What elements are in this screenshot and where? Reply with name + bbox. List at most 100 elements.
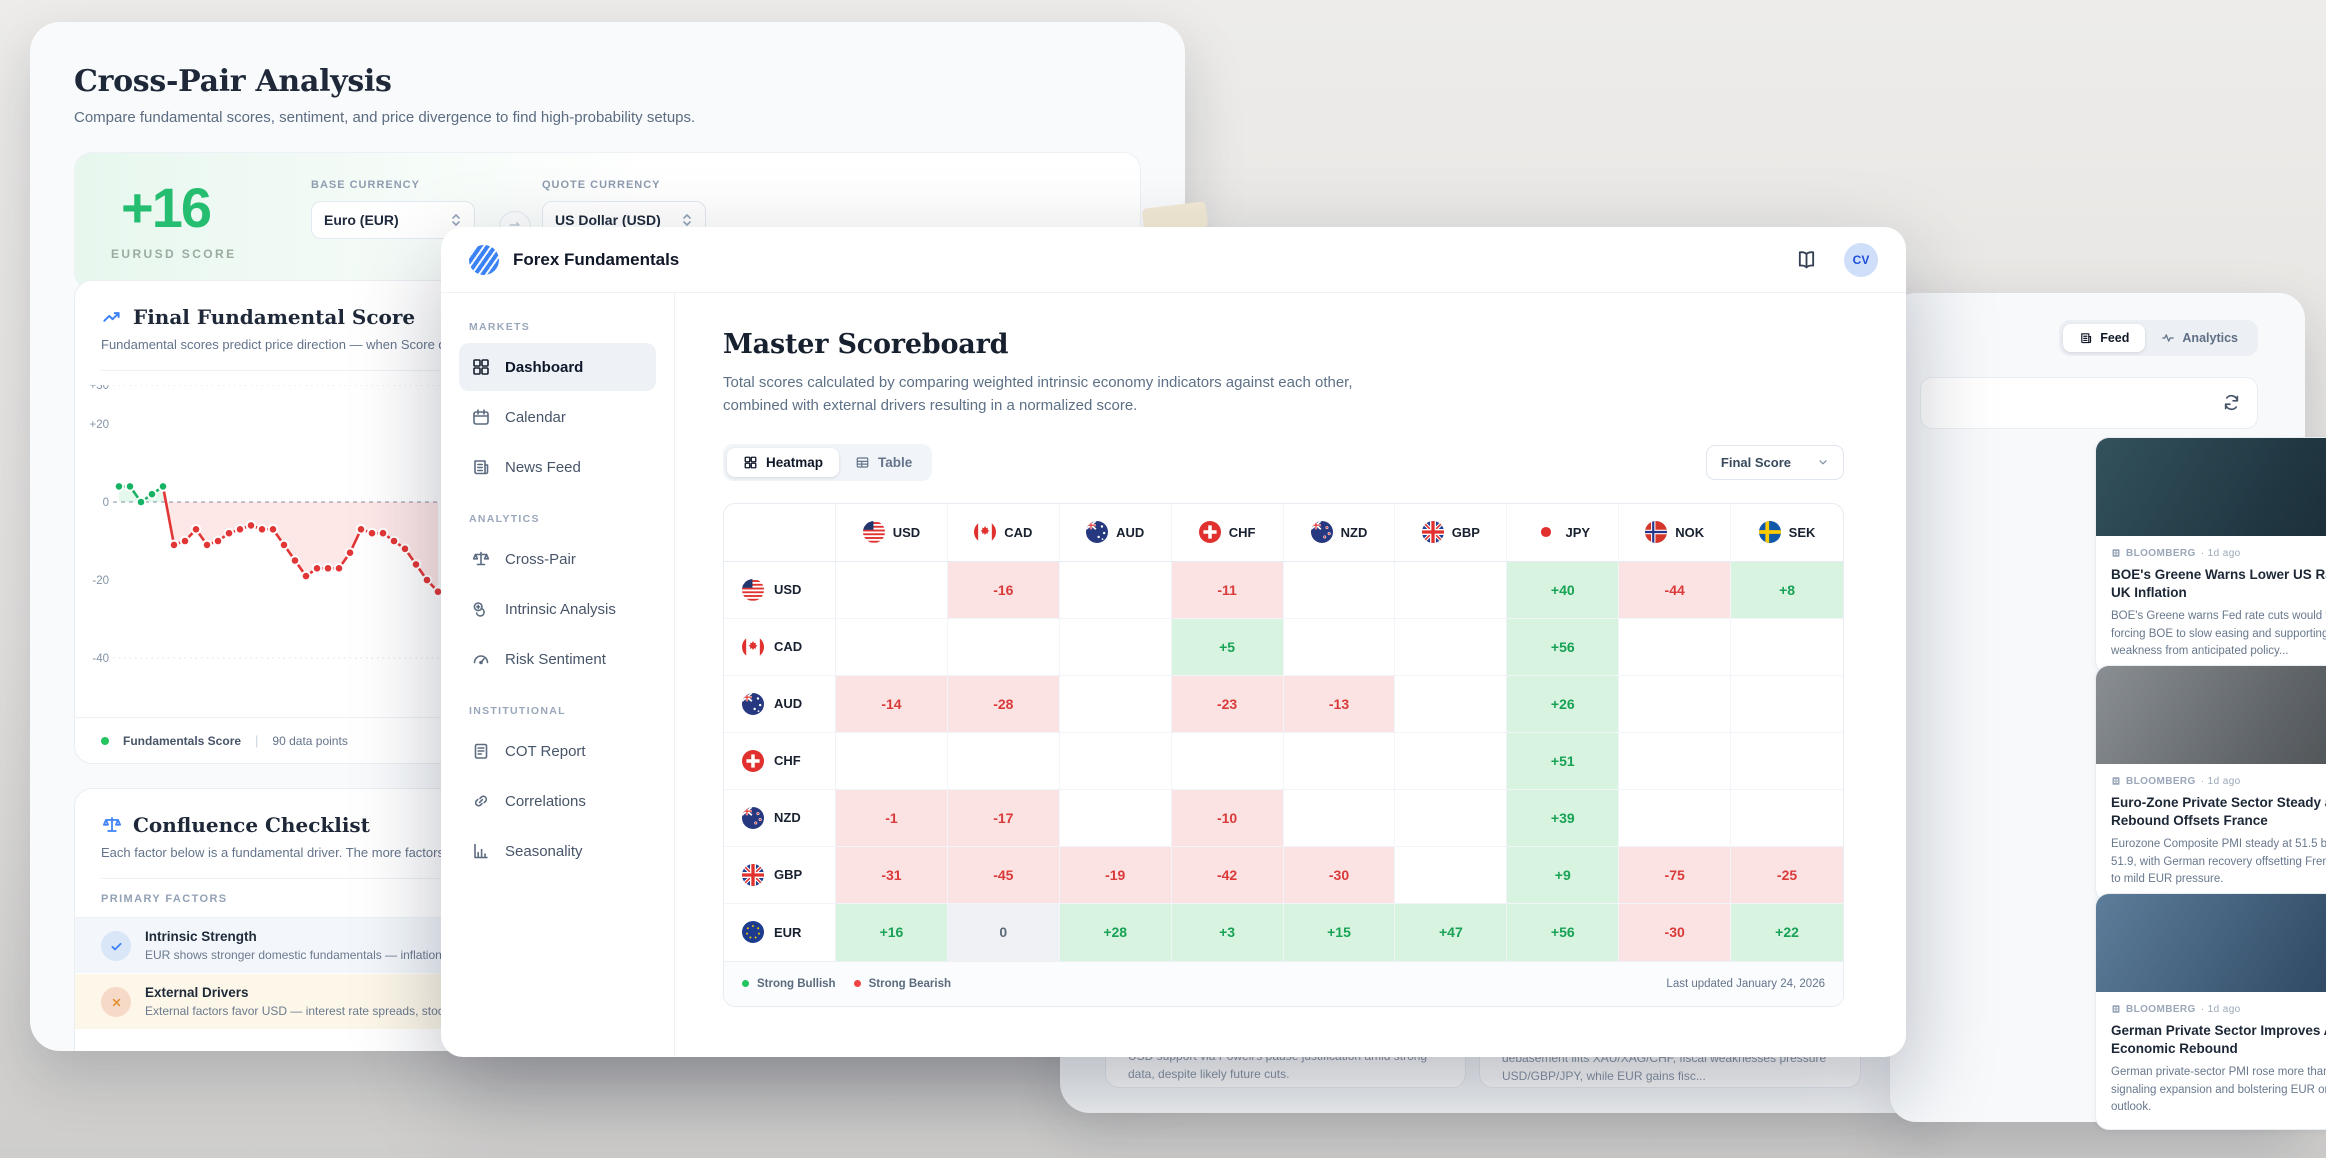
column-header-jpy: JPY	[1507, 503, 1620, 562]
chart-points-count: 90 data points	[272, 733, 348, 748]
score-cell-chf-usd[interactable]	[836, 732, 948, 790]
score-cell-nzd-nzd[interactable]	[1283, 789, 1396, 847]
score-cell-usd-aud[interactable]	[1059, 561, 1172, 619]
score-cell-aud-usd[interactable]: -14	[836, 675, 948, 733]
score-cell-nzd-nok[interactable]	[1619, 789, 1732, 847]
flag-nok-icon	[1645, 521, 1668, 544]
score-cell-chf-aud[interactable]	[1059, 732, 1172, 790]
score-cell-usd-sek[interactable]: +8	[1731, 561, 1843, 619]
score-cell-chf-nzd[interactable]	[1283, 732, 1396, 790]
score-cell-cad-cad[interactable]	[947, 618, 1060, 676]
score-cell-usd-nzd[interactable]	[1283, 561, 1396, 619]
score-cell-nzd-sek[interactable]	[1731, 790, 1843, 847]
page-subtitle: Compare fundamental scores, sentiment, a…	[74, 109, 696, 126]
svg-text:-20: -20	[92, 575, 109, 587]
sidebar-item-risk-sentiment[interactable]: Risk Sentiment	[459, 635, 656, 683]
score-cell-gbp-jpy[interactable]: +9	[1507, 846, 1620, 904]
score-cell-chf-chf[interactable]	[1171, 732, 1284, 790]
score-cell-cad-nzd[interactable]	[1283, 618, 1396, 676]
score-cell-chf-jpy[interactable]: +51	[1507, 732, 1620, 790]
scoreboard-title: Master Scoreboard	[723, 329, 1009, 360]
user-avatar[interactable]: CV	[1844, 242, 1878, 277]
score-cell-aud-sek[interactable]	[1731, 676, 1843, 733]
news-article-card[interactable]: BLOOMBERG · 1d agoUSD, GBPBOE's Greene W…	[2095, 437, 2326, 675]
score-cell-eur-sek[interactable]: +22	[1731, 903, 1843, 961]
score-cell-cad-aud[interactable]	[1059, 618, 1172, 676]
score-cell-cad-chf[interactable]: +5	[1171, 618, 1284, 676]
score-cell-gbp-usd[interactable]: -31	[836, 846, 948, 904]
row-header-usd: USD	[724, 561, 836, 619]
score-cell-aud-chf[interactable]: -23	[1171, 675, 1284, 733]
score-cell-nzd-jpy[interactable]: +39	[1507, 789, 1620, 847]
tab-heatmap[interactable]: Heatmap	[727, 447, 840, 477]
score-cell-gbp-chf[interactable]: -42	[1171, 846, 1284, 904]
score-cell-nzd-usd[interactable]: -1	[836, 789, 948, 847]
score-cell-nzd-aud[interactable]	[1059, 789, 1172, 847]
score-cell-usd-usd[interactable]	[836, 561, 948, 619]
score-cell-usd-jpy[interactable]: +40	[1507, 561, 1620, 619]
score-cell-eur-cad[interactable]: 0	[947, 903, 1060, 961]
score-cell-eur-chf[interactable]: +3	[1171, 903, 1284, 961]
sidebar-section-label: INSTITUTIONAL	[469, 705, 566, 717]
score-cell-eur-usd[interactable]: +16	[836, 903, 948, 961]
score-cell-chf-nok[interactable]	[1619, 732, 1732, 790]
score-cell-aud-nok[interactable]	[1619, 675, 1732, 733]
score-cell-eur-aud[interactable]: +28	[1059, 903, 1172, 961]
score-cell-nzd-cad[interactable]: -17	[947, 789, 1060, 847]
score-cell-gbp-sek[interactable]: -25	[1731, 846, 1843, 904]
sidebar-item-seasonality[interactable]: Seasonality	[459, 827, 656, 875]
sidebar-item-dashboard[interactable]: Dashboard	[459, 343, 656, 391]
score-cell-gbp-aud[interactable]: -19	[1059, 846, 1172, 904]
score-type-select[interactable]: Final Score	[1705, 444, 1844, 480]
score-cell-chf-cad[interactable]	[947, 732, 1060, 790]
score-cell-cad-gbp[interactable]	[1395, 618, 1508, 676]
score-cell-usd-cad[interactable]: -16	[947, 561, 1060, 619]
sidebar-item-correlations[interactable]: Correlations	[459, 777, 656, 825]
score-cell-eur-jpy[interactable]: +56	[1507, 903, 1620, 961]
score-cell-gbp-nzd[interactable]: -30	[1283, 846, 1396, 904]
sidebar: MARKETS Dashboard Calendar News Feed ANALYTI…	[441, 293, 675, 1057]
score-cell-cad-usd[interactable]	[836, 618, 948, 676]
score-cell-aud-nzd[interactable]: -13	[1283, 675, 1396, 733]
score-cell-nzd-gbp[interactable]	[1395, 789, 1508, 847]
sidebar-item-intrinsic-analysis[interactable]: Intrinsic Analysis	[459, 585, 656, 633]
score-cell-nzd-chf[interactable]: -10	[1171, 789, 1284, 847]
sidebar-item-cot-report[interactable]: COT Report	[459, 727, 656, 775]
news-article-card[interactable]: BLOOMBERG · 1d agoEUREuro-Zone Private S…	[2095, 665, 2326, 903]
news-article-card[interactable]: BLOOMBERG · 1d agoEURGerman Private Sect…	[2095, 893, 2326, 1131]
tab-analytics[interactable]: Analytics	[2145, 324, 2254, 352]
score-cell-chf-gbp[interactable]	[1395, 732, 1508, 790]
source-logo-icon	[2112, 549, 2120, 557]
flag-usd-icon	[862, 521, 885, 544]
table-icon	[855, 455, 870, 470]
score-cell-eur-gbp[interactable]: +47	[1395, 903, 1508, 961]
refresh-button[interactable]	[2222, 393, 2241, 412]
sidebar-item-cross-pair[interactable]: Cross-Pair	[459, 535, 656, 583]
score-cell-aud-jpy[interactable]: +26	[1507, 675, 1620, 733]
news-panel-window: Feed Analytics BLOOMBERG · 1d agoUSD, GB…	[1890, 293, 2326, 1131]
score-cell-usd-gbp[interactable]	[1395, 561, 1508, 619]
coins-icon	[471, 599, 491, 619]
score-cell-aud-gbp[interactable]	[1395, 675, 1508, 733]
scoreboard-row-chf: CHF +51	[724, 732, 1843, 790]
score-cell-gbp-gbp[interactable]	[1395, 846, 1508, 904]
score-cell-usd-nok[interactable]: -44	[1619, 561, 1732, 619]
sidebar-item-news-feed[interactable]: News Feed	[459, 443, 656, 491]
score-cell-cad-nok[interactable]	[1619, 618, 1732, 676]
score-cell-gbp-cad[interactable]: -45	[947, 846, 1060, 904]
column-header-gbp: GBP	[1395, 503, 1508, 562]
tab-table[interactable]: Table	[839, 448, 928, 477]
score-cell-eur-nok[interactable]: -30	[1619, 903, 1732, 961]
docs-book-icon[interactable]	[1795, 248, 1818, 271]
score-cell-gbp-nok[interactable]: -75	[1619, 846, 1732, 904]
score-cell-aud-cad[interactable]: -28	[947, 675, 1060, 733]
sidebar-item-calendar[interactable]: Calendar	[459, 393, 656, 441]
score-cell-aud-aud[interactable]	[1059, 675, 1172, 733]
tab-feed[interactable]: Feed	[2063, 324, 2146, 352]
score-cell-eur-nzd[interactable]: +15	[1283, 903, 1396, 961]
last-updated-label: Last updated January 24, 2026	[1666, 977, 1825, 990]
score-cell-cad-jpy[interactable]: +56	[1507, 618, 1620, 676]
score-cell-chf-sek[interactable]	[1731, 733, 1843, 790]
score-cell-cad-sek[interactable]	[1731, 619, 1843, 676]
score-cell-usd-chf[interactable]: -11	[1171, 561, 1284, 619]
